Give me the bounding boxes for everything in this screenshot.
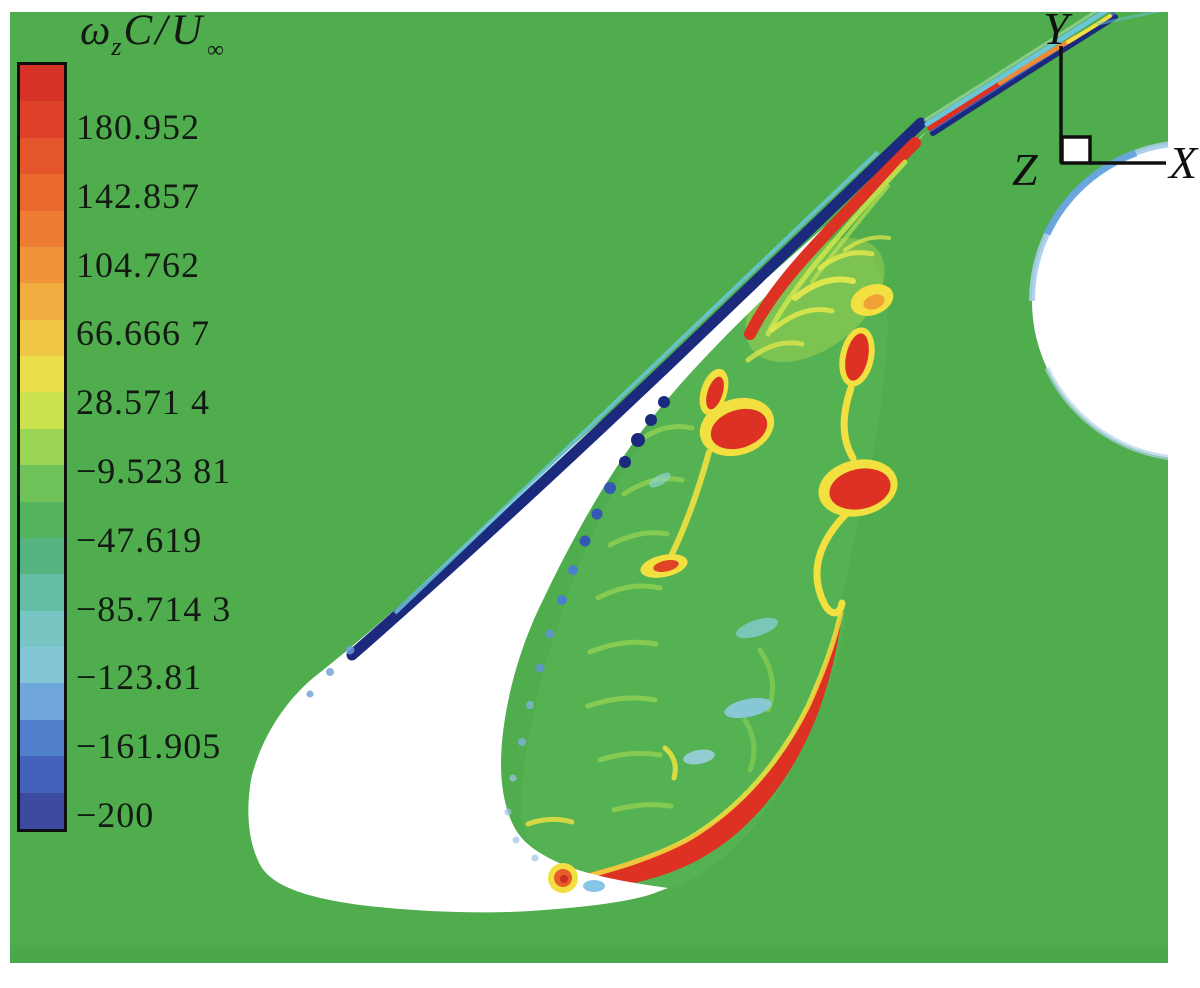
colorbar [17, 62, 67, 832]
right-cutout-circle [1029, 141, 1168, 460]
colorbar-band [20, 392, 64, 429]
wake-streak [923, 12, 1162, 136]
colorbar-band [20, 610, 64, 647]
orientation-triad: Y X Z [1012, 3, 1199, 195]
colorbar-band [20, 210, 64, 247]
colorbar-band [20, 65, 64, 102]
colorbar-band [20, 792, 64, 829]
windward-cyan-line [393, 150, 880, 615]
z-axis-label: Z [1012, 144, 1038, 195]
windward-boundary-layer [346, 117, 927, 661]
origin-square [1060, 135, 1092, 165]
divide-slash: / [155, 7, 169, 54]
vortex-tadpole-core [845, 333, 869, 381]
upper-yellow-wisps [745, 235, 891, 363]
field-bottom-shade [10, 945, 1168, 963]
colorbar-title: ωzC/U ∞ [80, 6, 224, 63]
vortex-kidney-core [710, 408, 768, 450]
colorbar-band [20, 683, 64, 720]
colorbar-band [20, 101, 64, 138]
colorbar-band [20, 137, 64, 175]
colorbar-band [20, 283, 64, 320]
y-axis-label: Y [1043, 3, 1073, 54]
colorbar-band [20, 428, 64, 466]
colorbar-band [20, 719, 64, 757]
airfoil-body [248, 130, 928, 913]
omega-symbol: ω [80, 7, 112, 54]
colorbar-band [20, 647, 64, 684]
cyan-patches [649, 472, 779, 765]
colorbar-band [20, 356, 64, 393]
lee-shear-red-streak [744, 137, 921, 340]
colorbar-band [20, 246, 64, 284]
colorbar-band [20, 174, 64, 211]
lee-separation-dots [504, 396, 670, 862]
windward-fading-dots [306, 645, 355, 698]
omega-subscript: z [111, 32, 123, 61]
x-axis-label: X [1167, 137, 1199, 188]
colorbar-band [20, 501, 64, 538]
lee-shear-yellow-fringe [765, 159, 908, 337]
colorbar-band [20, 574, 64, 611]
colorbar-band [20, 756, 64, 793]
vortex-right-core [829, 468, 891, 510]
colorbar-band [20, 319, 64, 356]
colorbar-band [20, 465, 64, 502]
infinity-subscript: ∞ [207, 37, 224, 62]
vortex-small-core [653, 559, 679, 573]
vortex-dot-trailing [548, 863, 605, 893]
colorbar-band [20, 537, 64, 575]
chord-symbol: C [123, 7, 154, 54]
velocity-symbol: U [171, 7, 204, 54]
vortex-street [525, 284, 898, 893]
